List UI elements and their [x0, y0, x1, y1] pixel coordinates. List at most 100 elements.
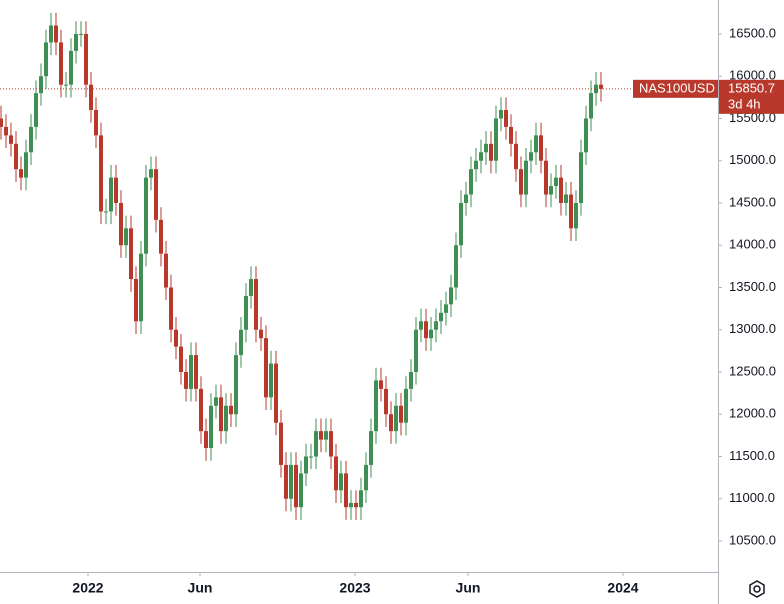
y-tick-label: 13500.0: [729, 279, 776, 294]
candle-body: [194, 355, 198, 389]
countdown-label: 3d 4h: [728, 96, 761, 111]
candle-body: [79, 33, 83, 35]
y-tick-label: 12500.0: [729, 363, 776, 378]
candle-body: [509, 126, 513, 144]
x-tick-label: 2022: [72, 580, 103, 596]
y-tick-label: 16500.0: [729, 25, 776, 40]
candle-body: [374, 380, 378, 432]
candle-body: [404, 388, 408, 423]
candle-body: [39, 76, 43, 94]
candle-body: [289, 464, 293, 499]
candle-body: [534, 135, 538, 153]
candle-body: [304, 456, 308, 474]
candle-body: [54, 25, 58, 43]
candle-body: [294, 464, 298, 508]
candle-body: [259, 329, 263, 339]
price-label: 15850.7: [728, 80, 775, 95]
candle-body: [324, 431, 328, 440]
y-tick-label: 14500.0: [729, 194, 776, 209]
candle-body: [164, 253, 168, 288]
candle-body: [234, 355, 238, 415]
candle-body: [99, 135, 103, 212]
candle-body: [189, 355, 193, 389]
symbol-box: [633, 79, 718, 98]
candle-body: [524, 160, 528, 195]
candle-body: [504, 110, 508, 127]
candle-body: [299, 473, 303, 508]
candle-body: [349, 502, 353, 508]
candle-body: [129, 228, 133, 280]
candle-body: [484, 143, 488, 153]
candle-body: [174, 329, 178, 347]
candle-body: [104, 211, 108, 213]
candle-body: [379, 380, 383, 389]
x-tick-label: 2023: [339, 580, 370, 596]
candle-body: [279, 422, 283, 465]
candle-body: [339, 473, 343, 491]
candle-body: [314, 431, 318, 457]
candle-body: [499, 110, 503, 119]
candle-body: [559, 177, 563, 203]
candle-body: [389, 414, 393, 432]
candle-body: [219, 397, 223, 432]
candle-body: [539, 135, 543, 161]
settings-hex[interactable]: [749, 580, 765, 598]
candle-body: [529, 152, 533, 161]
candle-body: [4, 126, 8, 136]
candle-body: [124, 228, 128, 246]
candle-body: [44, 42, 48, 77]
candle-body: [74, 33, 78, 51]
candle-body: [184, 371, 188, 389]
candle-body: [29, 126, 33, 153]
y-tick-label: 14000.0: [729, 237, 776, 252]
x-tick-label: Jun: [456, 580, 481, 596]
y-tick-label: 15000.0: [729, 152, 776, 167]
candle-body: [359, 490, 363, 508]
candle-body: [394, 405, 398, 432]
settings-icon[interactable]: [749, 580, 765, 598]
y-tick-label: 16000.0: [729, 68, 776, 83]
candle-body: [549, 186, 553, 195]
candle-body: [544, 160, 548, 195]
candle-body: [474, 160, 478, 170]
x-tick-label: 2024: [607, 580, 638, 596]
candle-body: [329, 431, 333, 457]
candle-body: [34, 93, 38, 127]
candle-body: [364, 464, 368, 491]
candle-body: [569, 194, 573, 229]
candle-body: [459, 202, 463, 246]
candle-body: [149, 169, 153, 178]
candle-body: [384, 388, 388, 415]
candle-body: [274, 363, 278, 423]
candle-body: [94, 110, 98, 136]
candle-body: [224, 405, 228, 432]
candle-body: [14, 143, 18, 170]
candle-body: [284, 464, 288, 499]
candle-body: [0, 118, 4, 127]
candle-body: [264, 338, 268, 398]
settings-dot[interactable]: [753, 585, 761, 593]
candle-body: [144, 177, 148, 254]
candle-body: [554, 177, 558, 187]
candle-body: [469, 169, 473, 195]
candle-body: [449, 287, 453, 305]
candle-body: [354, 502, 358, 508]
candle-body: [414, 329, 418, 372]
candle-body: [254, 279, 258, 330]
candle-body: [249, 279, 253, 296]
candle-body: [84, 33, 88, 85]
candle-body: [514, 143, 518, 170]
candle-body: [204, 431, 208, 449]
candle-body: [399, 405, 403, 423]
y-tick-label: 13000.0: [729, 321, 776, 336]
candle-body: [9, 135, 13, 144]
candle-body: [169, 287, 173, 330]
candle-body: [179, 346, 183, 372]
candle-body: [464, 194, 468, 203]
candle-body: [564, 194, 568, 203]
candle-body: [579, 152, 583, 203]
candle-body: [119, 202, 123, 246]
candle-body: [159, 219, 163, 254]
candle-body: [589, 93, 593, 119]
